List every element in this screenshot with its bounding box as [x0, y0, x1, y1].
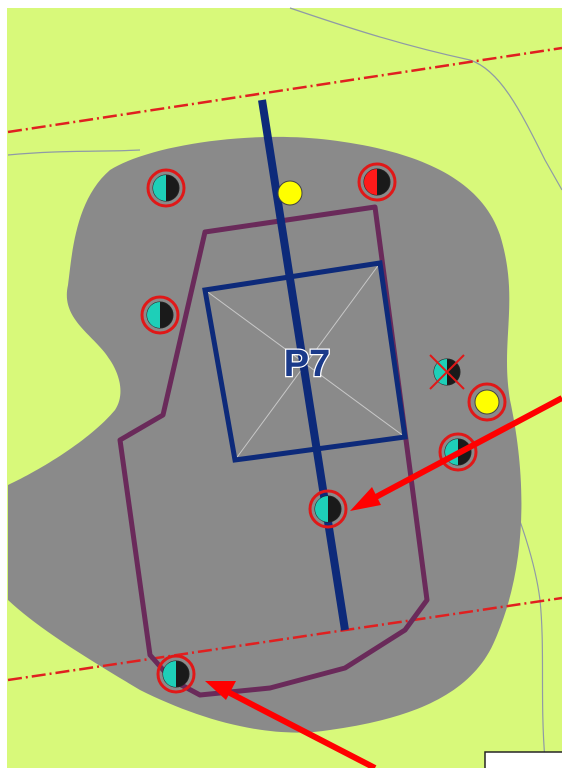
red-dashed-line-bottom: [7, 596, 562, 682]
background-notch: [8, 300, 96, 445]
marker-yellow-right[interactable]: [467, 382, 507, 422]
axis-line: [258, 99, 349, 631]
marker-yellow-top[interactable]: [277, 180, 303, 206]
arrow-to-center-well: [350, 395, 562, 511]
marker-well-top-left[interactable]: [146, 168, 186, 208]
red-dashed-line-top: [7, 46, 562, 134]
marker-well-bottom[interactable]: [156, 654, 196, 694]
arrow-to-bottom-well: [205, 681, 377, 768]
red-dashed-lines: [7, 46, 562, 682]
zone-label: P7: [284, 343, 330, 385]
corner-box: [484, 751, 562, 768]
marker-well-crossed[interactable]: [429, 354, 465, 390]
marker-well-top-right[interactable]: [357, 162, 397, 202]
marker-well-center[interactable]: [308, 489, 348, 529]
boundary-polygon: [117, 204, 430, 698]
marker-well-left[interactable]: [140, 295, 180, 335]
grey-area: [8, 136, 522, 733]
